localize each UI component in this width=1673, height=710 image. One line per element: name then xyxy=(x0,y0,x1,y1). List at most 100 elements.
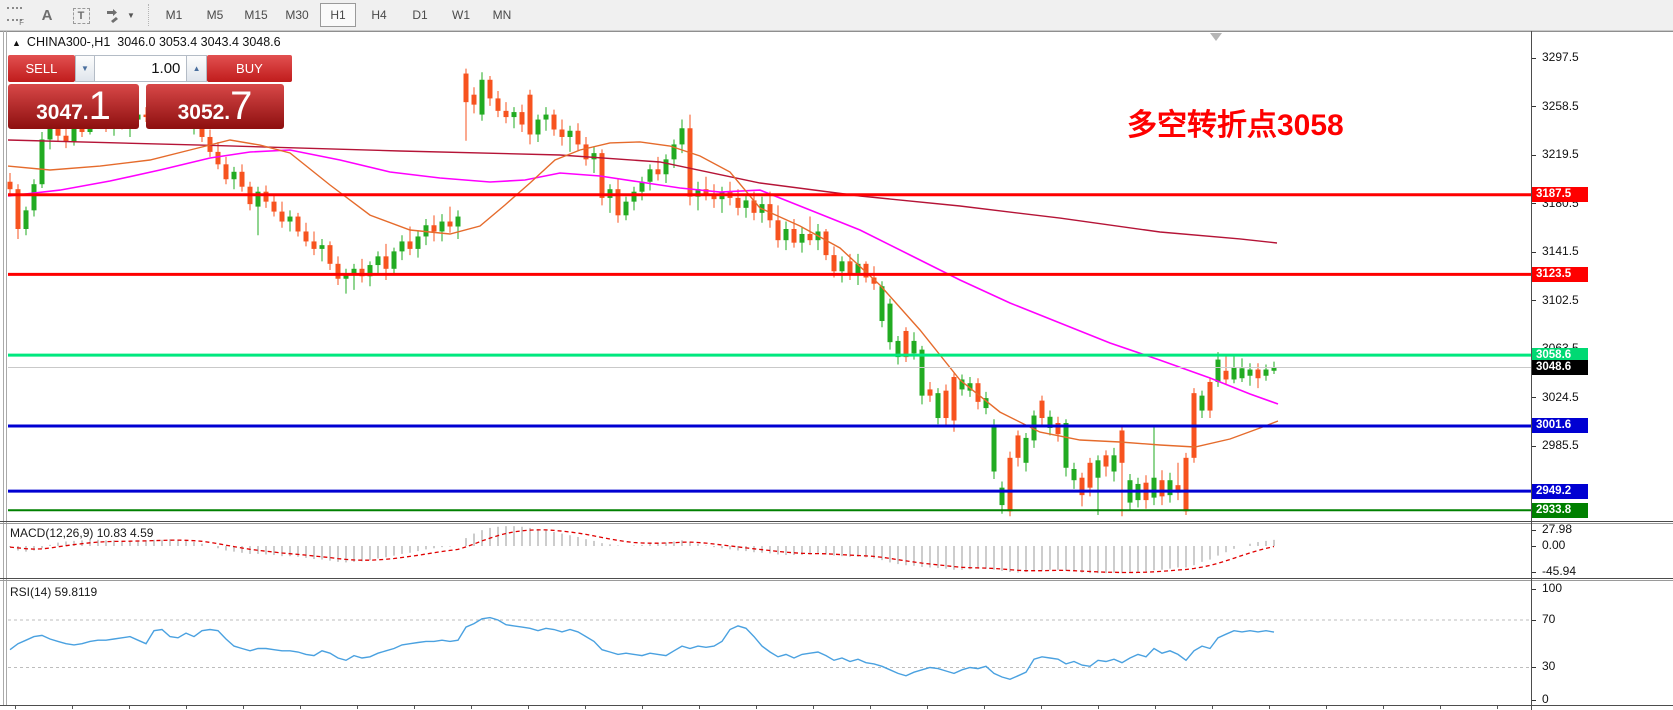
candle-up xyxy=(911,340,917,354)
time-axis[interactable] xyxy=(0,706,1531,710)
dropdown-caret-icon[interactable]: ▼ xyxy=(127,11,135,20)
ask-price-box[interactable]: 3052. 7 xyxy=(146,84,284,129)
candle-down xyxy=(463,73,469,103)
candle-down xyxy=(1183,457,1189,512)
axis-tick-label: 100 xyxy=(1542,581,1563,595)
time-tick xyxy=(1098,706,1099,709)
chart-title: ▲ CHINA300-,H1 3046.0 3053.4 3043.4 3048.… xyxy=(12,35,281,49)
candle-down xyxy=(471,94,477,105)
candle-down xyxy=(1055,422,1061,435)
axis-tick xyxy=(1532,588,1536,590)
buy-button[interactable]: BUY xyxy=(206,55,292,82)
candle-up xyxy=(423,225,429,237)
time-tick xyxy=(1383,706,1384,709)
candle-up xyxy=(639,181,645,192)
sell-button[interactable]: SELL xyxy=(8,55,75,82)
timeframe-button-m5[interactable]: M5 xyxy=(206,8,224,22)
timeframe-button-m1[interactable]: M1 xyxy=(165,8,183,22)
rsi-panel-canvas[interactable] xyxy=(0,581,1531,706)
timeframe-button-h1[interactable]: H1 xyxy=(320,3,356,27)
timeframe-button-d1[interactable]: D1 xyxy=(412,8,428,22)
candle-up xyxy=(375,256,381,266)
price-level-chip: 3058.6 xyxy=(1532,347,1588,363)
candle-up xyxy=(631,191,637,202)
chart-shift-marker-icon[interactable] xyxy=(1210,33,1222,41)
panel-separator[interactable] xyxy=(0,578,1673,579)
candle-up xyxy=(919,349,925,396)
axis-tick xyxy=(1532,699,1536,701)
candle-down xyxy=(943,390,949,419)
panel-separator-inner xyxy=(0,580,1673,581)
axis-tick-label: -45.94 xyxy=(1542,564,1577,578)
candle-up xyxy=(879,286,885,322)
candle-up xyxy=(671,144,677,160)
candle-up xyxy=(479,79,485,115)
dotted-grid-icon[interactable]: F xyxy=(2,4,26,28)
time-tick xyxy=(984,706,985,709)
candle-down xyxy=(927,389,933,396)
candle-down xyxy=(1223,370,1229,380)
candle-up xyxy=(855,263,861,276)
candle-down xyxy=(447,221,453,227)
price-level-chip: 3123.5 xyxy=(1532,266,1588,282)
candle-up xyxy=(1071,469,1077,481)
candle-down xyxy=(79,128,85,132)
candle-down xyxy=(655,169,661,175)
panel-separator[interactable] xyxy=(0,521,1673,522)
candle-up xyxy=(983,398,989,409)
macd-panel-canvas[interactable] xyxy=(0,523,1531,578)
candle-down xyxy=(1207,381,1213,411)
candle-down xyxy=(903,330,909,358)
bid-price-box[interactable]: 3047. 1 xyxy=(8,84,139,129)
volume-decrease-button[interactable]: ▼ xyxy=(74,55,96,82)
candle-down xyxy=(7,181,13,190)
candle-up xyxy=(647,169,653,182)
timeframe-button-mn[interactable]: MN xyxy=(492,8,512,22)
panel-separator-inner xyxy=(0,523,1673,524)
timeframe-button-m30[interactable]: M30 xyxy=(285,8,309,22)
price-level-chip: 3001.6 xyxy=(1532,418,1588,434)
collapse-triangle-icon[interactable]: ▲ xyxy=(12,38,21,48)
candle-down xyxy=(1015,435,1021,458)
candle-up xyxy=(319,245,325,249)
volume-increase-button[interactable]: ▲ xyxy=(186,55,207,82)
price-chart-canvas[interactable] xyxy=(0,31,1531,521)
time-axis-border xyxy=(0,705,1673,706)
candle-up xyxy=(343,273,349,279)
candle-down xyxy=(311,241,317,249)
candle-up xyxy=(39,139,45,185)
time-tick xyxy=(471,706,472,709)
axis-tick xyxy=(1532,397,1536,398)
timeframe-button-w1[interactable]: W1 xyxy=(452,8,470,22)
candle-down xyxy=(519,112,525,125)
rsi-label: RSI(14) 59.8119 xyxy=(10,585,98,599)
candle-down xyxy=(831,255,837,272)
text-a-icon[interactable]: A xyxy=(41,7,53,24)
candle-down xyxy=(807,233,813,241)
text-label-icon[interactable]: T xyxy=(70,4,92,28)
candle-up xyxy=(399,241,405,252)
time-tick xyxy=(1440,706,1441,709)
candle-down xyxy=(751,200,757,213)
axis-tick-label: 70 xyxy=(1542,612,1556,626)
candle-up xyxy=(47,128,53,140)
candle-down xyxy=(559,129,565,137)
axis-tick xyxy=(1532,571,1536,573)
candle-down xyxy=(295,216,301,232)
axis-tick xyxy=(1532,154,1536,156)
time-tick xyxy=(300,706,301,709)
candle-down xyxy=(503,110,509,118)
time-tick xyxy=(243,706,244,709)
candle-down xyxy=(1087,462,1093,488)
candle-up xyxy=(623,201,629,216)
time-tick xyxy=(1212,706,1213,709)
arrows-tool-icon[interactable] xyxy=(104,4,124,28)
candle-down xyxy=(951,376,957,421)
ma-mid-line xyxy=(7,149,1279,405)
volume-input[interactable]: 1.00 xyxy=(95,55,187,82)
timeframe-button-m15[interactable]: M15 xyxy=(244,8,268,22)
axis-tick xyxy=(1532,619,1536,621)
time-tick xyxy=(1269,706,1270,709)
timeframe-button-h4[interactable]: H4 xyxy=(371,8,387,22)
candle-down xyxy=(215,151,221,165)
